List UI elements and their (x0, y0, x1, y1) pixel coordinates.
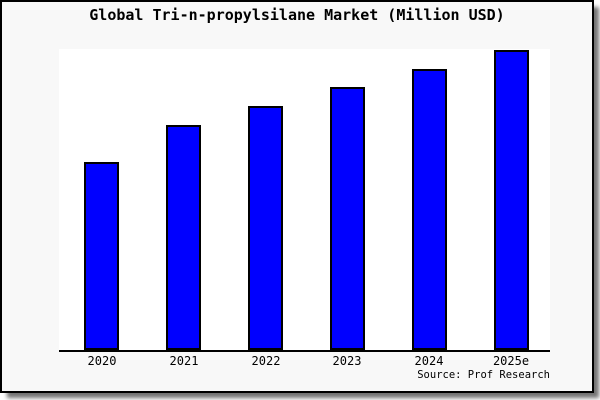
bar-2025e (494, 50, 529, 350)
chart-title: Global Tri-n-propylsilane Market (Millio… (89, 6, 505, 24)
x-tick-label-2024: 2024 (414, 354, 444, 368)
bar-2020 (84, 162, 119, 350)
bar-2021 (166, 125, 201, 350)
source-label: Source: Prof Research (417, 369, 550, 381)
chart-card: Global Tri-n-propylsilane Market (Millio… (0, 0, 594, 393)
x-tick-label-2022: 2022 (251, 354, 281, 368)
bar-2023 (330, 87, 365, 350)
bar-2024 (412, 69, 447, 350)
plot-area (59, 49, 550, 352)
x-tick-label-2020: 2020 (87, 354, 117, 368)
bar-2022 (248, 106, 283, 350)
x-tick-label-2025e: 2025e (492, 354, 530, 368)
x-tick-label-2021: 2021 (169, 354, 199, 368)
x-tick-label-2023: 2023 (332, 354, 362, 368)
x-axis-labels: 2020 2021 2022 2023 2024 2025e (59, 354, 550, 370)
